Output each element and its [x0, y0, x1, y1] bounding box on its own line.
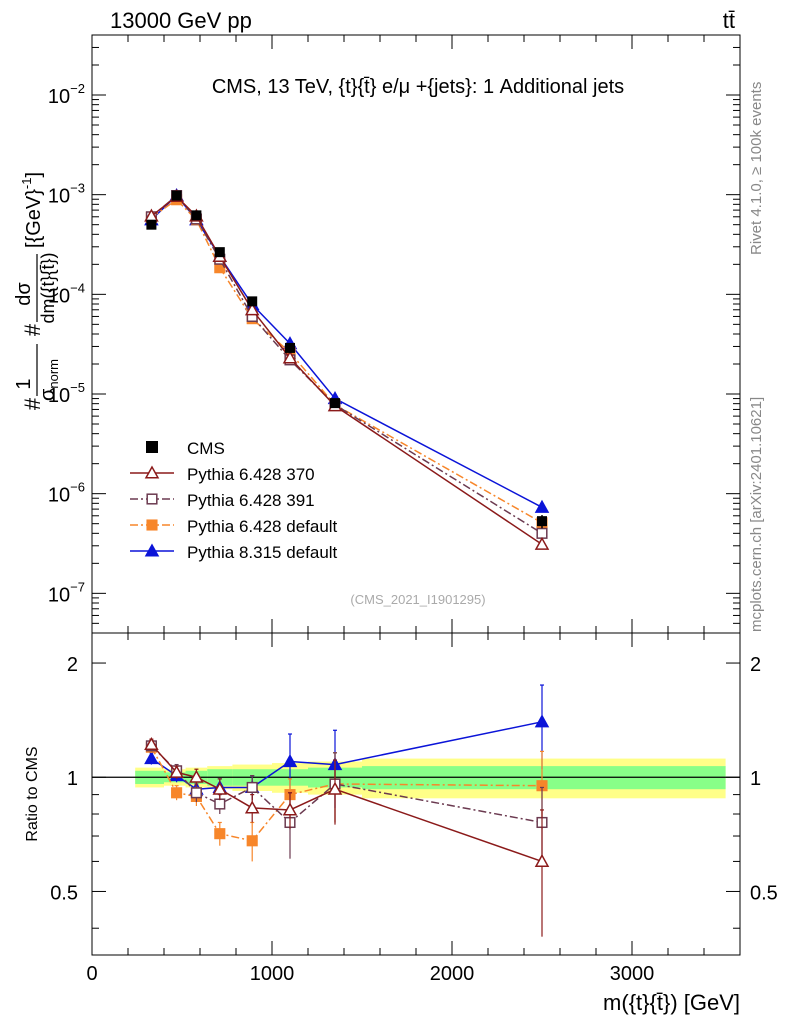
legend: CMS Pythia 6.428 370 Pythia 6.428 391 Pythi…: [130, 439, 338, 562]
y-tick-label: 10−7: [48, 579, 85, 606]
data-point: [171, 190, 182, 201]
series-marker: [282, 350, 298, 364]
series-marker: [536, 527, 548, 539]
series-marker: [534, 499, 550, 513]
ratio-y-tick-label-right: 1: [750, 768, 761, 790]
ylabel-unit-sup: -1: [19, 178, 34, 190]
y-tick-label: 10−2: [48, 81, 85, 108]
ylabel-num2: dσ: [13, 282, 35, 306]
data-point: [146, 219, 157, 230]
header-left: 13000 GeV pp: [110, 8, 252, 33]
ratio-marker: [144, 736, 159, 751]
ylabel-den1-sub: norm: [46, 359, 61, 389]
mcplots-label: mcplots.cern.ch [arXiv:2401.10621]: [748, 397, 765, 632]
ylabel-unit: [{GeV}: [23, 189, 45, 248]
ratio-marker: [534, 714, 550, 728]
ratio-y-tick-label: 1: [67, 768, 78, 790]
y-tick-label: 10−6: [48, 480, 85, 507]
ylabel-unit-end: ]: [23, 172, 45, 178]
header-right: tt̄: [723, 8, 735, 33]
x-tick-label: 0: [86, 963, 97, 985]
ratio-marker: [327, 781, 343, 795]
ratio-marker: [212, 781, 228, 795]
data-point: [214, 247, 225, 258]
svg-text:#: #: [20, 323, 45, 336]
x-tick-label: 3000: [610, 963, 655, 985]
legend-label: Pythia 6.428 default: [187, 517, 338, 536]
cms-uncertainty-band: [92, 758, 740, 799]
main-panel: CMS, 13 TeV, {t}{t̄} e/μ +{jets}: 1 Addi…: [13, 34, 741, 634]
rivet-version-label: Rivet 4.1.0, ≥ 100k events: [748, 82, 765, 255]
ratio-y-label: Ratio to CMS: [24, 746, 41, 841]
y-tick-label: 10−3: [48, 181, 85, 208]
ratio-marker: [246, 835, 258, 847]
cms-data: [146, 190, 547, 529]
main-x-ticks: [91, 35, 741, 633]
ratio-marker: [282, 753, 298, 768]
ratio-marker: [189, 769, 204, 783]
data-point: [247, 296, 258, 307]
ratio-marker: [171, 787, 183, 799]
legend-label: Pythia 6.428 391: [187, 491, 315, 510]
ratio-y-tick-label-right: 0.5: [750, 882, 778, 904]
svg-text:#: #: [20, 397, 45, 410]
legend-label-cms: CMS: [187, 439, 225, 458]
data-point: [191, 210, 202, 221]
legend-label: Pythia 6.428 370: [187, 465, 315, 484]
ratio-y-axis: 0.5 0.5 1 1 2 2: [50, 654, 778, 929]
ratio-line: [150, 745, 543, 824]
ratio-x-axis: 0 1000 2000 3000: [86, 633, 741, 985]
main-y-label: # 1 σnorm # dσ dm({t}{t̄}) [{GeV}-1]: [13, 172, 61, 410]
ratio-marker: [244, 800, 260, 814]
ratio-series: [144, 684, 550, 937]
ylabel-den1: σ: [37, 388, 59, 401]
ylabel-num1: 1: [13, 378, 35, 389]
legend-marker-cms: [146, 441, 158, 453]
data-point: [285, 342, 295, 353]
ratio-marker: [246, 781, 258, 793]
data-point: [330, 398, 340, 409]
x-tick-label: 1000: [250, 963, 295, 985]
legend-marker: [144, 543, 160, 557]
svg-text:[{GeV}-1]: [{GeV}-1]: [19, 172, 45, 248]
ratio-marker: [190, 787, 202, 799]
ratio-y-tick-label-right: 2: [750, 654, 761, 676]
ylabel-den2: dm({t}{t̄}): [38, 252, 58, 323]
x-tick-label: 2000: [430, 963, 475, 985]
y-tick-label: 10−5: [48, 380, 85, 407]
svg-text:σnorm: σnorm: [37, 359, 61, 401]
main-y-axis: 10−7 10−6 10−5 10−4 10−3 10−2: [48, 34, 740, 634]
ratio-y-tick-label: 0.5: [50, 882, 78, 904]
legend-label: Pythia 8.315 default: [187, 543, 338, 562]
ratio-marker: [214, 828, 226, 840]
data-point: [537, 516, 547, 527]
legend-marker: [146, 493, 158, 505]
ratio-marker: [534, 853, 550, 867]
ratio-marker: [214, 798, 226, 810]
series-line: [150, 194, 543, 508]
legend-marker: [146, 519, 158, 531]
main-title: CMS, 13 TeV, {t}{t̄} e/μ +{jets}: 1 Addi…: [212, 76, 624, 98]
ratio-marker: [144, 751, 159, 765]
ratio-marker: [169, 764, 184, 778]
analysis-watermark: (CMS_2021_I1901295): [350, 592, 485, 607]
ratio-panel: 0.5 0.5 1 1 2 2 0 1000 2000 3000 Ratio to CMS m(…: [24, 632, 778, 1015]
x-axis-label: m({t}{t̄}) [GeV]: [603, 990, 740, 1015]
ratio-y-tick-label: 2: [67, 654, 78, 676]
ratio-marker: [282, 802, 298, 816]
series-marker: [244, 302, 260, 316]
y-tick-label: 10−4: [48, 280, 85, 307]
series-marker: [534, 536, 550, 550]
legend-marker: [144, 465, 160, 479]
